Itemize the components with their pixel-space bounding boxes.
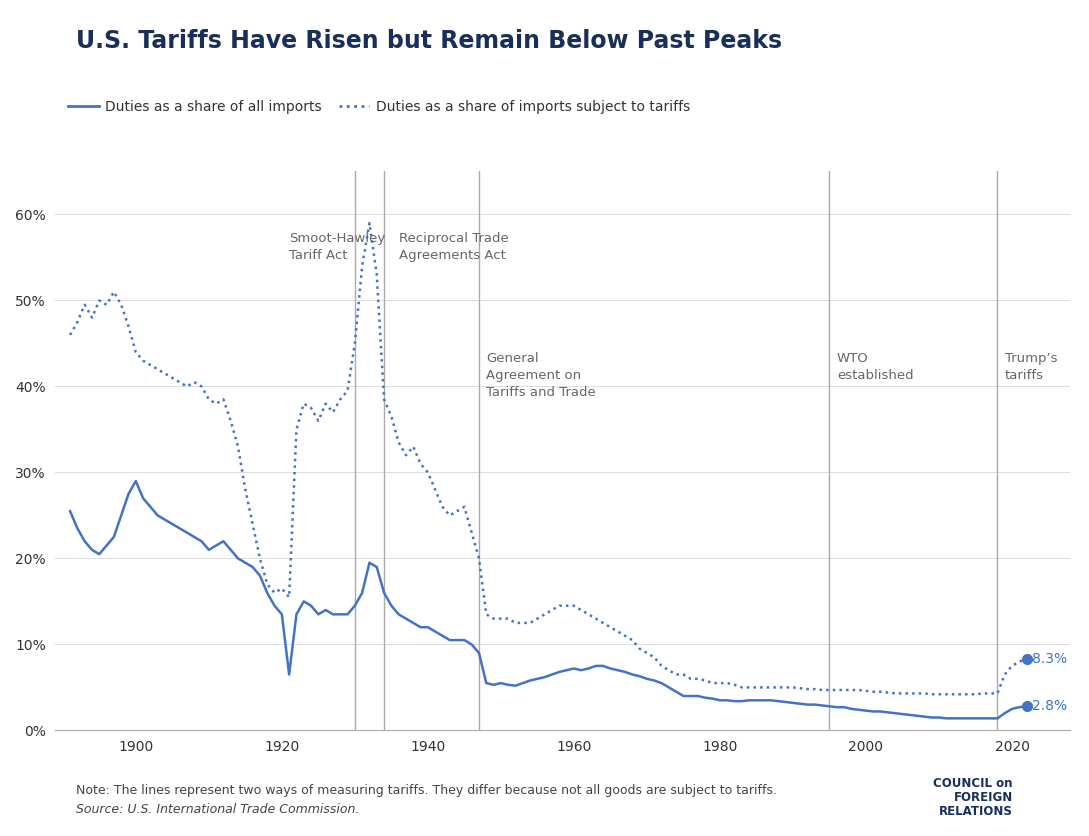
Text: Trump’s
tariffs: Trump’s tariffs <box>1005 352 1057 382</box>
Text: Smoot-Hawley
Tariff Act: Smoot-Hawley Tariff Act <box>290 232 386 262</box>
Text: 2.8%: 2.8% <box>1032 700 1067 713</box>
Text: General
Agreement on
Tariffs and Trade: General Agreement on Tariffs and Trade <box>487 352 596 399</box>
Text: 8.3%: 8.3% <box>1032 652 1067 666</box>
Text: WTO
established: WTO established <box>836 352 914 382</box>
Text: Source: U.S. International Trade Commission.: Source: U.S. International Trade Commiss… <box>76 803 359 816</box>
Text: RELATIONS: RELATIONS <box>939 805 1013 818</box>
Text: FOREIGN: FOREIGN <box>954 791 1013 804</box>
Text: U.S. Tariffs Have Risen but Remain Below Past Peaks: U.S. Tariffs Have Risen but Remain Below… <box>76 29 782 54</box>
Text: COUNCIL on: COUNCIL on <box>933 777 1013 790</box>
Text: Reciprocal Trade
Agreements Act: Reciprocal Trade Agreements Act <box>399 232 509 262</box>
Text: Note: The lines represent two ways of measuring tariffs. They differ because not: Note: The lines represent two ways of me… <box>76 784 778 798</box>
Legend: Duties as a share of all imports, Duties as a share of imports subject to tariff: Duties as a share of all imports, Duties… <box>62 94 696 120</box>
